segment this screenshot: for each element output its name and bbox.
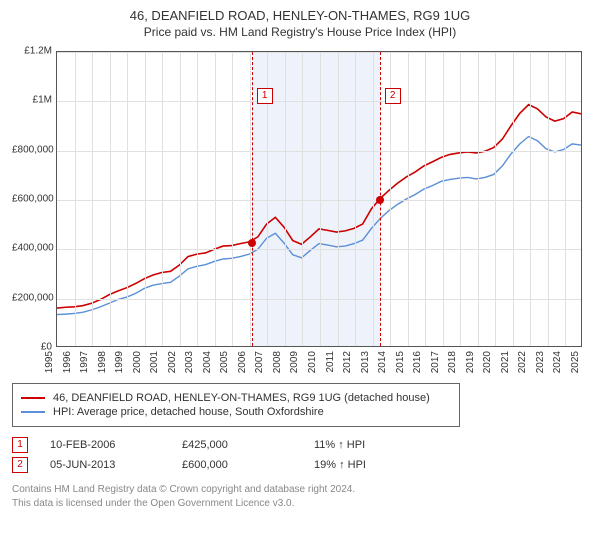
y-axis-label: £1M: [12, 95, 52, 106]
y-axis-label: £200,000: [12, 292, 52, 303]
legend-row: 46, DEANFIELD ROAD, HENLEY-ON-THAMES, RG…: [21, 392, 451, 404]
plot-inner: 12: [56, 51, 582, 347]
price-marker-0: [248, 239, 256, 247]
series-line-1: [57, 137, 581, 315]
legend-label: 46, DEANFIELD ROAD, HENLEY-ON-THAMES, RG…: [53, 392, 430, 404]
y-axis-label: £1.2M: [12, 46, 52, 57]
price-marker-1: [376, 196, 384, 204]
legend: 46, DEANFIELD ROAD, HENLEY-ON-THAMES, RG…: [12, 383, 460, 427]
marker-price: £425,000: [182, 439, 292, 451]
ref-box-2: 2: [385, 88, 401, 104]
footer-line-1: Contains HM Land Registry data © Crown c…: [12, 483, 588, 497]
y-axis-label: £600,000: [12, 194, 52, 205]
marker-delta: 11% ↑ HPI: [314, 439, 424, 451]
chart-title: 46, DEANFIELD ROAD, HENLEY-ON-THAMES, RG…: [12, 8, 588, 23]
footer-line-2: This data is licensed under the Open Gov…: [12, 497, 588, 511]
ref-line-1: [252, 52, 253, 346]
x-axis-label: 2025: [570, 351, 594, 373]
marker-table-row: 2 05-JUN-2013 £600,000 19% ↑ HPI: [12, 457, 588, 473]
chart-container: 46, DEANFIELD ROAD, HENLEY-ON-THAMES, RG…: [0, 0, 600, 521]
footer-attribution: Contains HM Land Registry data © Crown c…: [12, 483, 588, 511]
marker-date: 05-JUN-2013: [50, 459, 160, 471]
legend-row: HPI: Average price, detached house, Sout…: [21, 406, 451, 418]
marker-table-row: 1 10-FEB-2006 £425,000 11% ↑ HPI: [12, 437, 588, 453]
marker-table: 1 10-FEB-2006 £425,000 11% ↑ HPI 2 05-JUN-201…: [12, 437, 588, 473]
marker-delta: 19% ↑ HPI: [314, 459, 424, 471]
series-line-0: [57, 105, 581, 308]
marker-id-box: 2: [12, 457, 28, 473]
marker-id-box: 1: [12, 437, 28, 453]
y-axis-label: £800,000: [12, 144, 52, 155]
legend-swatch: [21, 397, 45, 399]
legend-swatch: [21, 411, 45, 413]
ref-box-1: 1: [257, 88, 273, 104]
marker-date: 10-FEB-2006: [50, 439, 160, 451]
plot-area: 12 £0£200,000£400,000£600,000£800,000£1M…: [12, 45, 588, 375]
legend-label: HPI: Average price, detached house, Sout…: [53, 406, 324, 418]
y-axis-label: £400,000: [12, 243, 52, 254]
chart-subtitle: Price paid vs. HM Land Registry's House …: [12, 25, 588, 39]
marker-price: £600,000: [182, 459, 292, 471]
series-svg: [57, 52, 581, 346]
